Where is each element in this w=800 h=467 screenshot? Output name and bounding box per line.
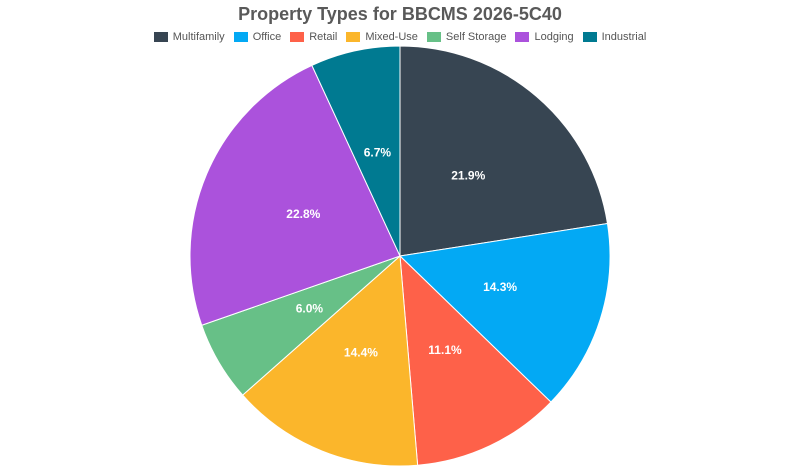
legend-label: Mixed-Use — [365, 31, 418, 43]
legend-swatch — [233, 32, 248, 42]
legend-item-retail[interactable]: Retail — [290, 31, 337, 43]
data-label-lodging: 22.8% — [286, 207, 320, 221]
legend-item-lodging[interactable]: Lodging — [515, 31, 574, 43]
pie-slice-multifamily[interactable] — [399, 45, 609, 257]
pie-slice-office[interactable] — [398, 222, 611, 403]
legend: Multifamily Office Retail Mixed-Use Self Sto… — [0, 31, 800, 43]
data-label-office: 14.3% — [483, 280, 517, 294]
legend-label: Office — [252, 31, 282, 43]
legend-swatch — [426, 32, 441, 42]
legend-item-office[interactable]: Office — [233, 31, 282, 43]
legend-item-mixed-use[interactable]: Mixed-Use — [346, 31, 418, 43]
data-label-mixed-use: 14.4% — [344, 346, 378, 360]
data-label-industrial: 6.7% — [364, 146, 392, 160]
data-label-multifamily: 21.9% — [451, 168, 485, 182]
pie-slice-lodging[interactable] — [189, 64, 401, 326]
pie-slice-mixed-use[interactable] — [241, 254, 419, 467]
chart-title: Property Types for BBCMS 2026-5C40 — [238, 4, 562, 24]
legend-label: Retail — [309, 31, 338, 43]
legend-label: Self Storage — [445, 31, 507, 43]
legend-swatch — [153, 32, 168, 42]
legend-label: Multifamily — [172, 31, 225, 43]
legend-item-industrial[interactable]: Industrial — [582, 31, 647, 43]
data-label-self-storage: 6.0% — [296, 301, 324, 315]
legend-item-self-storage[interactable]: Self Storage — [426, 31, 507, 43]
legend-swatch — [515, 32, 530, 42]
legend-swatch — [582, 32, 597, 42]
legend-label: Lodging — [534, 31, 574, 43]
data-label-retail: 11.1% — [428, 343, 462, 357]
legend-swatch — [346, 32, 361, 42]
legend-label: Industrial — [601, 31, 647, 43]
pie-slice-retail[interactable] — [399, 254, 552, 466]
legend-item-multifamily[interactable]: Multifamily — [153, 31, 225, 43]
pie-slice-industrial[interactable] — [311, 45, 401, 257]
legend-swatch — [290, 32, 305, 42]
